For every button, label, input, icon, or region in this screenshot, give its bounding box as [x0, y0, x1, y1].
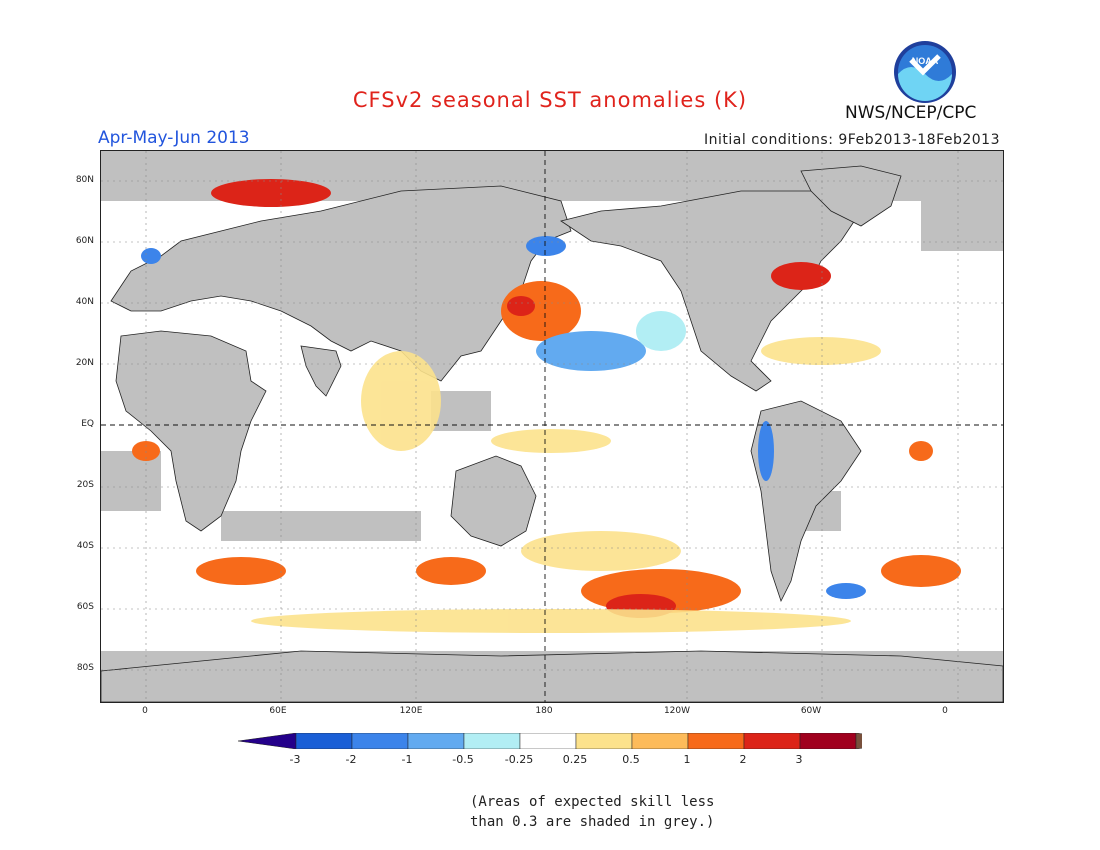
colorbar	[238, 733, 862, 749]
sst-anomaly-map	[100, 150, 1004, 703]
colorbar-swatch	[519, 733, 577, 749]
land-masses	[101, 165, 1003, 702]
colorbar-swatch	[407, 733, 465, 749]
colorbar-swatch	[351, 733, 409, 749]
graticule	[101, 151, 1003, 702]
colorbar-swatch	[575, 733, 633, 749]
lon-label: 180	[535, 706, 553, 716]
lat-label: 80N	[75, 175, 94, 185]
slight-warm-anomalies	[251, 337, 881, 633]
colorbar-swatch	[463, 733, 521, 749]
colorbar-swatches	[238, 733, 862, 749]
cool-anomalies	[141, 236, 866, 599]
lat-label: 20S	[76, 480, 94, 490]
lat-label: 40N	[75, 297, 94, 307]
lat-label: EQ	[81, 419, 94, 429]
skill-note-line: than 0.3 are shaded in grey.)	[470, 814, 715, 830]
lon-label: 120W	[663, 706, 691, 716]
skill-note: (Areas of expected skill less than 0.3 a…	[470, 792, 714, 832]
initial-conditions: Initial conditions: 9Feb2013-18Feb2013	[704, 132, 1000, 148]
lon-label: 120E	[399, 706, 423, 716]
colorbar-tick-label: 3	[795, 753, 803, 766]
colorbar-swatch	[743, 733, 801, 749]
lat-label: 60N	[75, 236, 94, 246]
chart-title: CFSv2 seasonal SST anomalies (K)	[352, 88, 748, 112]
colorbar-tick-label: 0.5	[622, 753, 640, 766]
colorbar-tick-label: 0.25	[562, 753, 588, 766]
colorbar-swatch	[295, 733, 353, 749]
lat-label: 80S	[76, 663, 94, 673]
lat-label: 60S	[76, 602, 94, 612]
forecast-period: Apr-May-Jun 2013	[98, 128, 250, 148]
lat-label: 40S	[76, 541, 94, 551]
colorbar-swatch	[799, 733, 857, 749]
colorbar-tick-label: -0.25	[504, 753, 534, 766]
lon-label: 0	[942, 706, 948, 716]
colorbar-tick-label: -1	[401, 753, 413, 766]
colorbar-swatch	[687, 733, 745, 749]
skill-note-line: (Areas of expected skill less	[470, 794, 715, 810]
reference-lines	[101, 151, 1003, 702]
lon-label: 60W	[800, 706, 822, 716]
warm-anomalies	[132, 179, 961, 618]
colorbar-arrow-high	[855, 733, 862, 749]
noaa-logo-icon: NOAA	[894, 41, 956, 103]
lat-label: 20N	[75, 358, 94, 368]
colorbar-tick-label: 1	[683, 753, 691, 766]
colorbar-tick-label: -2	[345, 753, 357, 766]
lon-label: 60E	[269, 706, 287, 716]
agency-label: NWS/NCEP/CPC	[845, 103, 977, 123]
colorbar-tick-label: -0.5	[452, 753, 474, 766]
colorbar-tick-label: -3	[289, 753, 301, 766]
lon-label: 0	[142, 706, 148, 716]
colorbar-swatch	[631, 733, 689, 749]
svg-text:NOAA: NOAA	[912, 56, 939, 66]
colorbar-arrow-low	[238, 733, 297, 749]
colorbar-tick-label: 2	[739, 753, 747, 766]
